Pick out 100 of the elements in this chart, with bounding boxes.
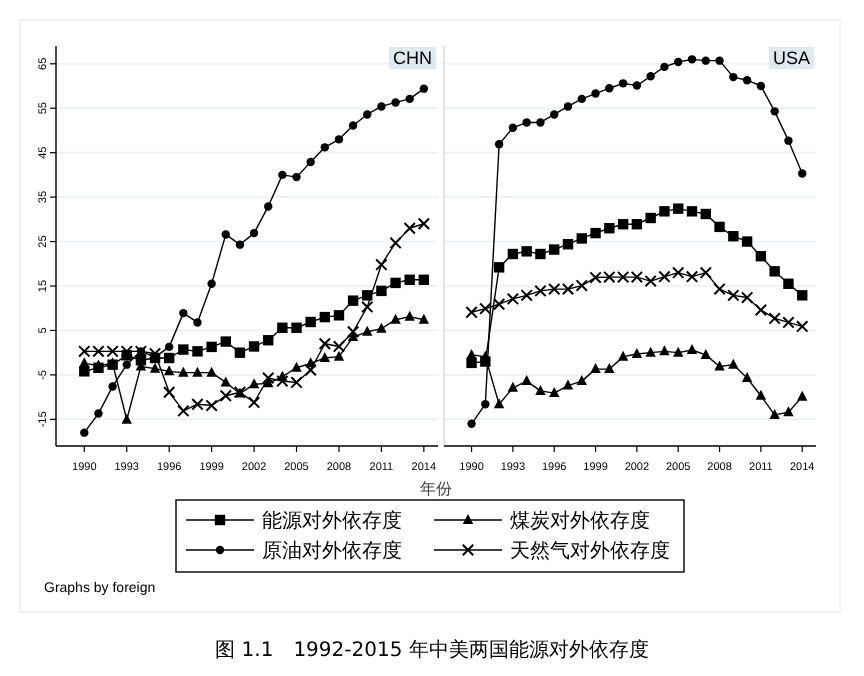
point — [376, 322, 387, 333]
point — [348, 121, 358, 130]
point — [713, 282, 726, 296]
point — [466, 357, 477, 369]
point — [536, 118, 545, 127]
point — [193, 318, 202, 327]
point — [319, 352, 331, 362]
point — [333, 310, 345, 321]
point — [605, 84, 614, 93]
legend-label: 煤炭对外依存度 — [510, 509, 650, 533]
point — [660, 62, 669, 72]
point — [320, 143, 330, 152]
point — [249, 228, 259, 238]
point — [715, 56, 724, 65]
point — [756, 81, 766, 91]
point — [590, 363, 601, 374]
point — [306, 157, 315, 167]
point — [122, 360, 131, 369]
point — [645, 212, 656, 224]
point — [248, 341, 260, 352]
point — [292, 172, 301, 182]
point — [405, 94, 414, 104]
point — [522, 118, 531, 127]
point — [700, 208, 711, 220]
point — [178, 366, 189, 377]
point — [206, 366, 217, 377]
point — [177, 404, 190, 418]
point — [361, 300, 374, 314]
point — [742, 76, 752, 85]
point — [563, 102, 573, 111]
point — [347, 295, 359, 306]
point — [390, 277, 401, 289]
point — [363, 110, 372, 119]
point — [163, 365, 175, 376]
point — [480, 350, 491, 361]
point — [549, 387, 560, 398]
point — [755, 251, 767, 262]
point — [278, 170, 287, 180]
point — [192, 346, 203, 357]
point — [508, 123, 518, 132]
point — [549, 244, 560, 255]
point — [264, 202, 273, 211]
point — [149, 362, 161, 373]
point — [590, 227, 601, 239]
point — [784, 136, 793, 145]
point — [797, 390, 808, 401]
point — [659, 206, 670, 217]
point — [466, 348, 477, 359]
point — [319, 311, 331, 323]
point — [631, 219, 643, 230]
point — [562, 379, 574, 390]
point — [121, 413, 132, 424]
point — [783, 278, 794, 289]
point — [659, 345, 670, 356]
x-axis-title: 年份 — [420, 480, 452, 498]
point — [234, 347, 246, 358]
point — [419, 84, 429, 93]
point — [576, 375, 587, 386]
point — [686, 344, 698, 354]
point — [728, 358, 739, 369]
point — [207, 279, 216, 288]
point — [770, 107, 779, 116]
point — [390, 313, 401, 324]
point — [507, 381, 519, 392]
point — [714, 360, 725, 371]
point — [375, 258, 388, 271]
point — [686, 206, 698, 217]
point — [562, 239, 574, 250]
point — [591, 89, 600, 98]
point — [576, 233, 587, 244]
point — [535, 248, 546, 260]
point — [179, 308, 188, 318]
point — [192, 366, 203, 377]
point — [521, 246, 532, 257]
point — [162, 386, 176, 399]
point — [798, 169, 807, 178]
point — [507, 248, 519, 260]
point — [617, 219, 629, 230]
point — [687, 55, 697, 64]
point — [521, 375, 532, 386]
point — [714, 221, 725, 233]
caption: 图 1.1 1992-2015 年中美两国能源对外依存度 — [215, 638, 649, 662]
point — [164, 342, 174, 352]
point — [247, 396, 261, 409]
point — [645, 346, 656, 357]
point — [535, 384, 546, 395]
point — [493, 262, 505, 273]
point — [362, 290, 373, 301]
point — [618, 79, 628, 88]
point — [467, 419, 476, 428]
legend-label: 原油对外依存度 — [262, 539, 402, 563]
point — [797, 290, 808, 301]
point — [80, 428, 89, 437]
point — [769, 266, 780, 277]
point — [741, 372, 753, 382]
point — [701, 56, 710, 65]
point — [729, 72, 738, 82]
point — [728, 231, 739, 242]
point — [263, 335, 274, 346]
point — [674, 57, 683, 67]
